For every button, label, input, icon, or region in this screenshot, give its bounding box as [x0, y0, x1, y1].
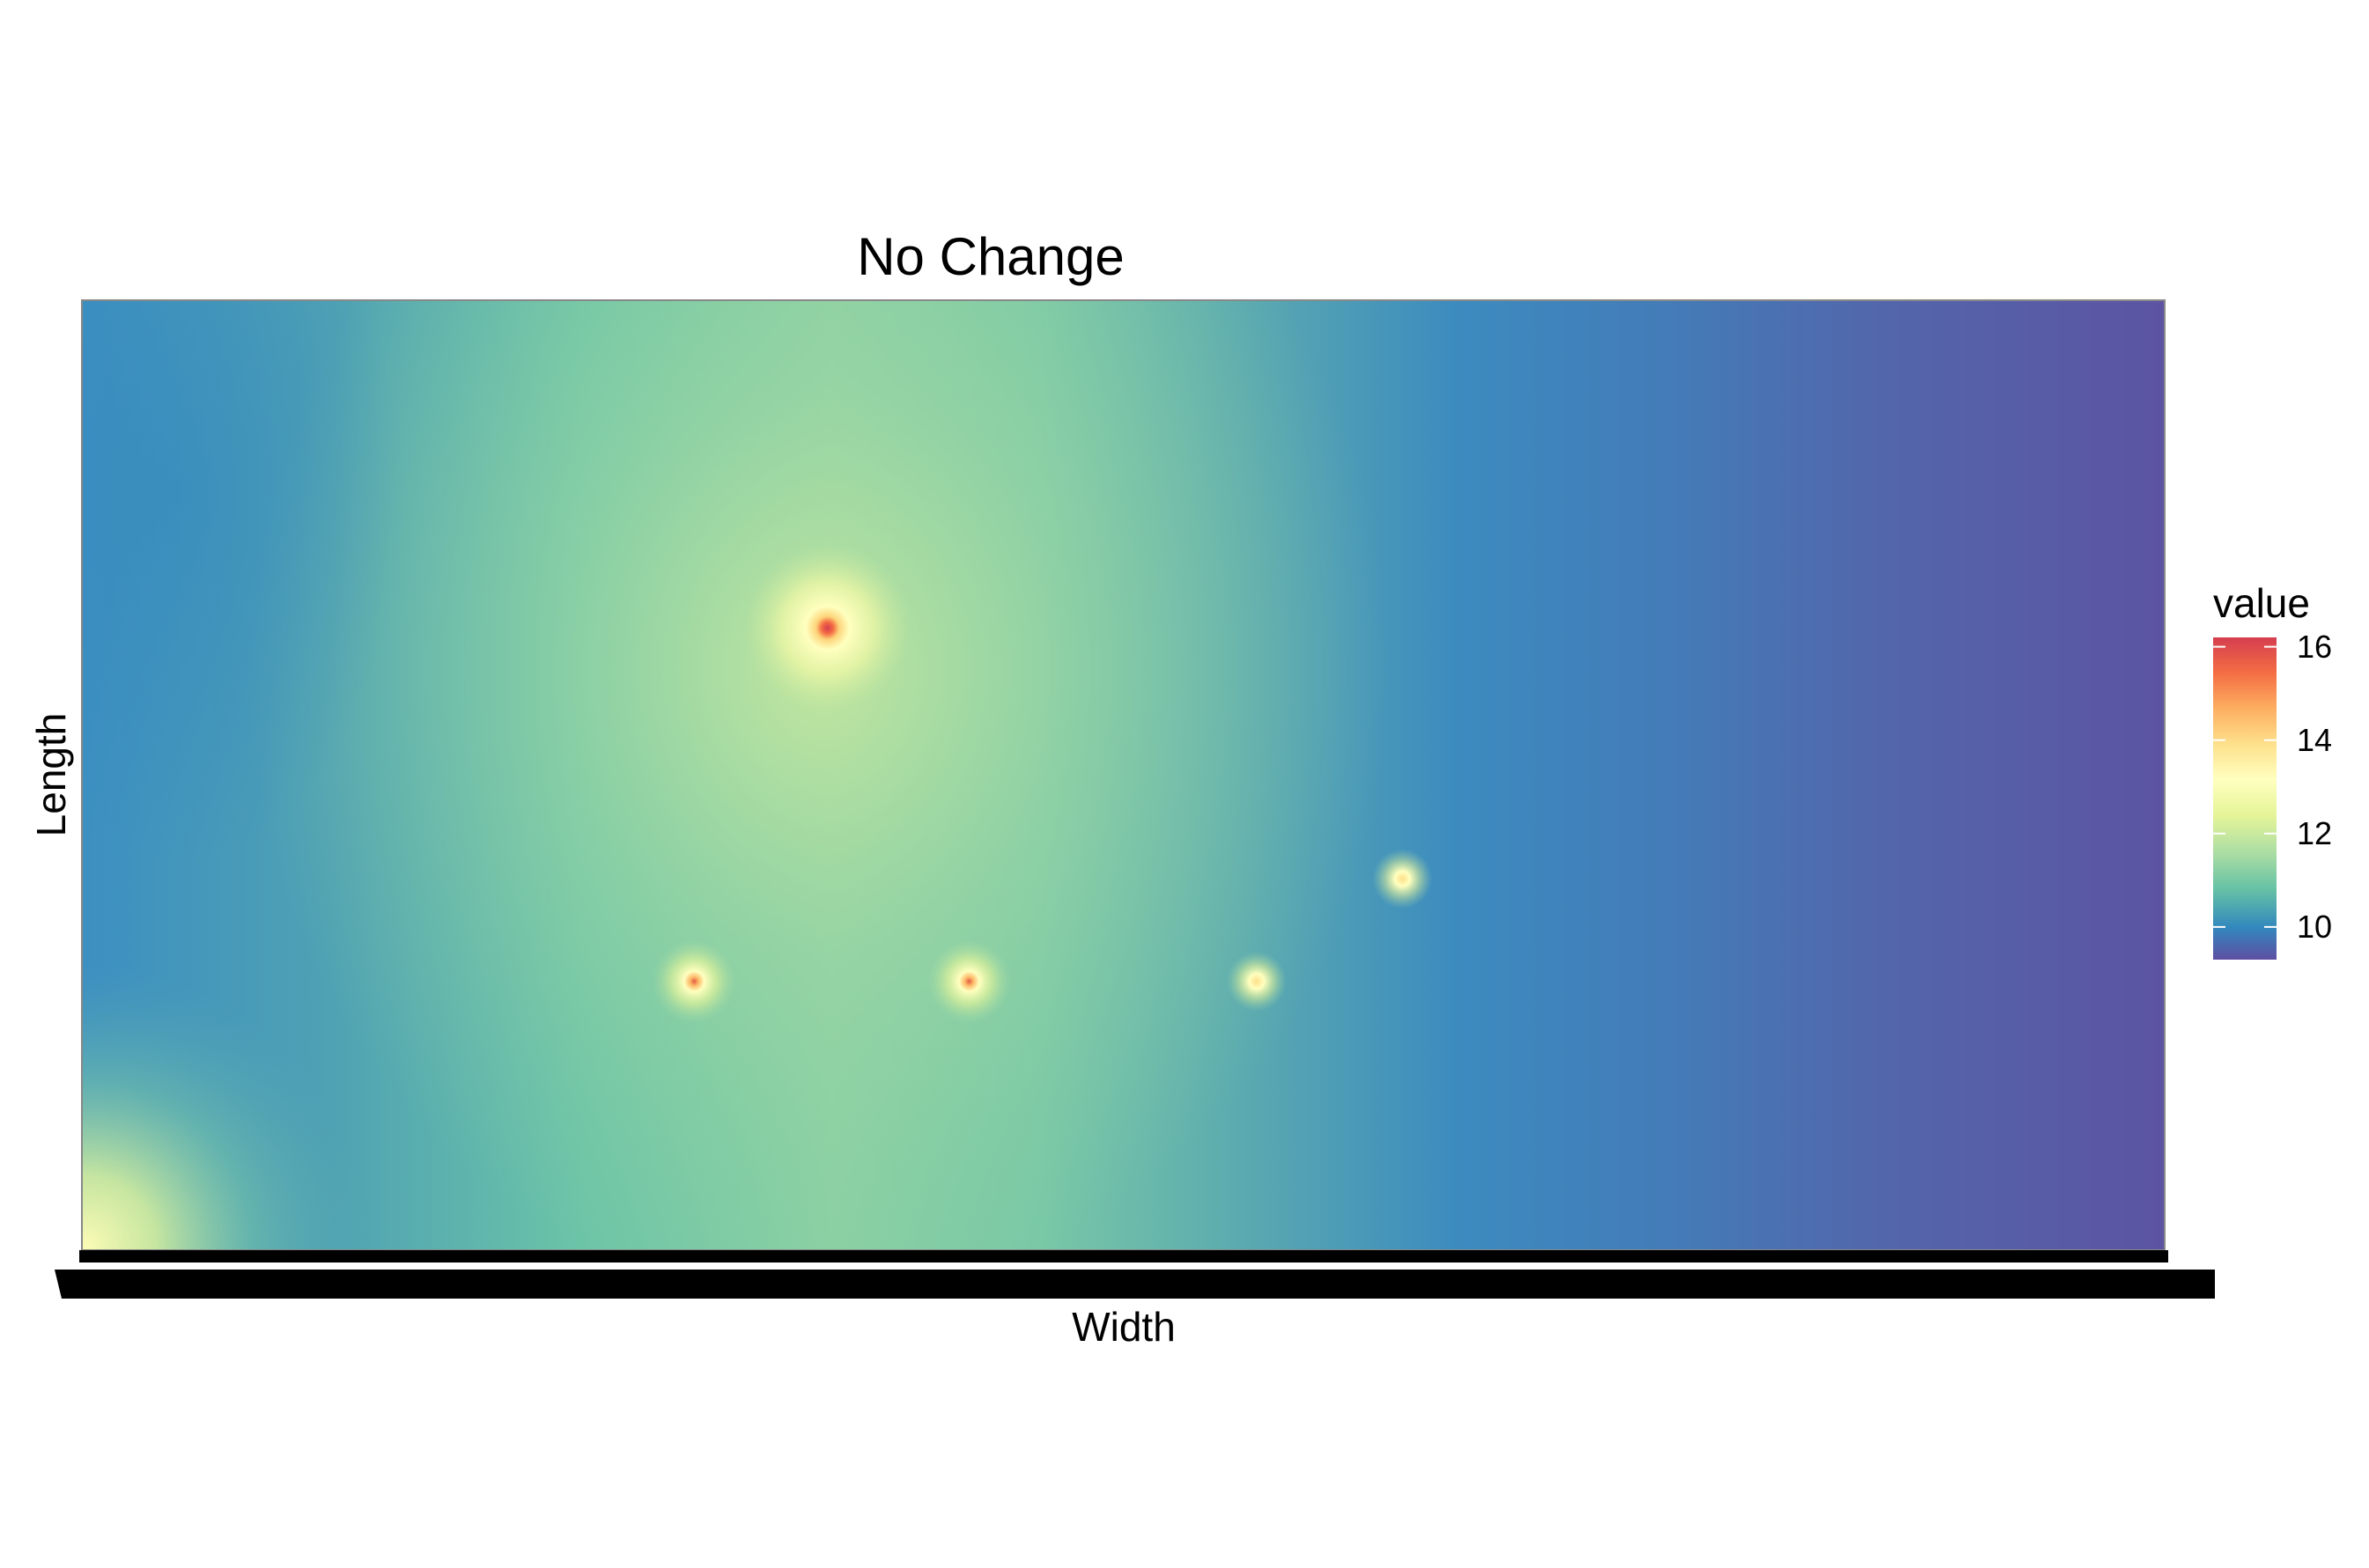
x-tick-labels-overlap [55, 1270, 2215, 1299]
legend-ticks [2213, 645, 2277, 928]
hotspot-4 [1226, 951, 1287, 1012]
x-axis-tick-labels [55, 1250, 2215, 1299]
hotspot-1 [743, 544, 911, 712]
heatmap-panel [82, 300, 2165, 1250]
hotspot-layer [652, 544, 1433, 1024]
legend-tick-label-12: 12 [2297, 814, 2333, 851]
y-axis-label: Length [28, 712, 74, 837]
legend [2213, 637, 2277, 960]
x-axis-line [79, 1250, 2168, 1262]
legend-title: value [2213, 580, 2310, 626]
heatmap-corner-glow [82, 965, 367, 1250]
hotspot-3 [926, 939, 1012, 1024]
hotspot-5 [1372, 849, 1433, 909]
legend-tick-label-14: 14 [2297, 721, 2333, 758]
chart-title: No Change [857, 227, 1125, 286]
legend-colorbar [2213, 637, 2277, 960]
legend-tick-label-16: 16 [2297, 628, 2333, 665]
heatmap-central-glow [247, 300, 1391, 1250]
x-axis-label: Width [1072, 1304, 1176, 1350]
heatmap-left-shade [82, 300, 405, 863]
legend-tick-label-10: 10 [2297, 908, 2333, 945]
hotspot-2 [652, 939, 737, 1024]
